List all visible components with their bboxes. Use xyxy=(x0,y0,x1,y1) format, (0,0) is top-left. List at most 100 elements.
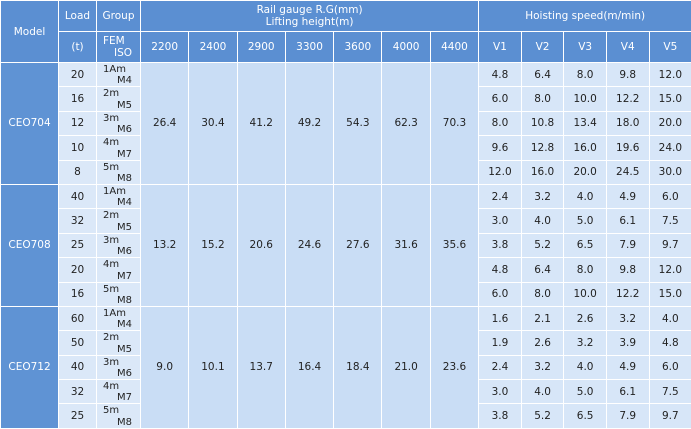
height: 18.4 xyxy=(333,305,383,429)
iso: M8 xyxy=(117,294,132,306)
speed: 3.8 xyxy=(478,232,522,259)
height: 49.2 xyxy=(284,62,335,185)
speed: 4.0 xyxy=(563,354,607,381)
group: 5m M8 xyxy=(96,159,141,185)
speed: 2.6 xyxy=(520,330,565,356)
fem: 2m xyxy=(103,88,120,100)
iso: M4 xyxy=(117,75,132,87)
speed: 10.0 xyxy=(563,281,607,307)
speed: 12.0 xyxy=(648,61,691,88)
row: 16 5m M8 6.0 8.0 10.0 12.2 15.0 xyxy=(1,281,691,307)
row: CEO708 40 1Am M4 13.2 15.2 20.6 24.6 27.6 31.6 35.… xyxy=(0,183,691,307)
group: 1Am M4 xyxy=(96,183,141,210)
height: 15.2 xyxy=(188,183,238,307)
speed: 6.5 xyxy=(563,403,607,429)
group-header: Group xyxy=(96,0,141,32)
row: 50 2m M5 1.9 2.6 3.2 3.9 4.8 xyxy=(1,330,691,356)
speed: 12.0 xyxy=(478,159,522,185)
iso: M6 xyxy=(117,246,132,258)
load: 50 xyxy=(58,330,97,356)
fem: 5m xyxy=(103,405,120,417)
speed: 9.7 xyxy=(648,232,691,259)
speed: 6.5 xyxy=(563,232,607,259)
speed: 2.4 xyxy=(478,183,522,210)
speed-col: V3 xyxy=(563,31,607,63)
speed: 6.0 xyxy=(478,281,522,307)
speed: 15.0 xyxy=(648,281,691,307)
speed: 10.0 xyxy=(563,86,607,112)
model: CEO708 xyxy=(0,183,59,307)
fem: 4m xyxy=(103,259,120,271)
height: 23.6 xyxy=(429,305,480,429)
fem: 4m xyxy=(103,137,120,149)
height: 62.3 xyxy=(381,62,431,185)
height: 70.3 xyxy=(429,62,480,185)
model-header: Model xyxy=(0,0,59,63)
load: 25 xyxy=(58,403,97,429)
height-col: 4400 xyxy=(429,31,480,63)
speed: 16.0 xyxy=(520,159,565,185)
iso: M7 xyxy=(117,392,132,404)
speed: 7.5 xyxy=(648,208,691,234)
height: 26.4 xyxy=(139,62,190,185)
speed: 4.8 xyxy=(648,330,691,356)
model: CEO712 xyxy=(0,305,59,429)
height: 54.3 xyxy=(333,62,383,185)
speed: 20.0 xyxy=(563,159,607,185)
fem: 1Am xyxy=(103,185,126,197)
speed: 9.8 xyxy=(605,257,650,283)
lifting-height: Lifting height(m) xyxy=(265,16,354,28)
speed: 4.8 xyxy=(478,257,522,283)
speed-col: V4 xyxy=(605,31,650,63)
load: 40 xyxy=(58,183,97,210)
row: 10 4m M7 9.6 12.8 16.0 19.6 24.0 xyxy=(1,135,691,161)
height-col: 2200 xyxy=(139,31,190,63)
height: 16.4 xyxy=(284,305,335,429)
fem: 3m xyxy=(103,234,120,246)
load-unit: (t) xyxy=(58,31,97,63)
speed: 4.0 xyxy=(520,379,565,405)
speed: 12.8 xyxy=(520,135,565,161)
group: 4m M7 xyxy=(96,257,141,283)
load: 8 xyxy=(58,159,97,185)
speed: 5.0 xyxy=(563,208,607,234)
height: 24.6 xyxy=(284,183,335,307)
speed: 3.2 xyxy=(520,183,565,210)
height-col: 2900 xyxy=(236,31,286,63)
speed-col: V5 xyxy=(648,31,691,63)
speed: 9.6 xyxy=(478,135,522,161)
group: 3m M6 xyxy=(96,110,141,137)
fem: 1Am xyxy=(103,64,126,75)
speed: 6.0 xyxy=(648,183,691,210)
fem: 2m xyxy=(103,210,120,222)
row: 32 4m M7 3.0 4.0 5.0 6.1 7.5 xyxy=(1,379,691,405)
load: 12 xyxy=(58,110,97,137)
speed: 18.0 xyxy=(605,110,650,137)
iso: M4 xyxy=(117,197,132,209)
speed: 7.9 xyxy=(605,232,650,259)
speed: 6.1 xyxy=(605,208,650,234)
iso: M7 xyxy=(117,148,132,160)
group: 1Am M4 xyxy=(96,61,141,88)
iso: M5 xyxy=(117,221,132,233)
height-col: 2400 xyxy=(188,31,238,63)
height: 21.0 xyxy=(381,305,431,429)
row: CEO704 20 1Am M4 26.4 30.4 41.2 49.2 54.3 62.3 70.… xyxy=(0,61,691,185)
height: 27.6 xyxy=(333,183,383,307)
group: 3m M6 xyxy=(96,354,141,381)
speed: 2.1 xyxy=(520,305,565,332)
load: 60 xyxy=(58,305,97,332)
load: 32 xyxy=(58,379,97,405)
group: 5m M8 xyxy=(96,403,141,429)
fem: 1Am xyxy=(103,307,126,319)
height: 13.2 xyxy=(139,183,190,307)
speed: 3.2 xyxy=(563,330,607,356)
load: 16 xyxy=(58,86,97,112)
speed: 5.2 xyxy=(520,232,565,259)
load: 20 xyxy=(58,61,97,88)
fem: FEM xyxy=(103,35,125,47)
speed: 20.0 xyxy=(648,110,691,137)
group: 4m M7 xyxy=(96,379,141,405)
load: 25 xyxy=(58,232,97,259)
